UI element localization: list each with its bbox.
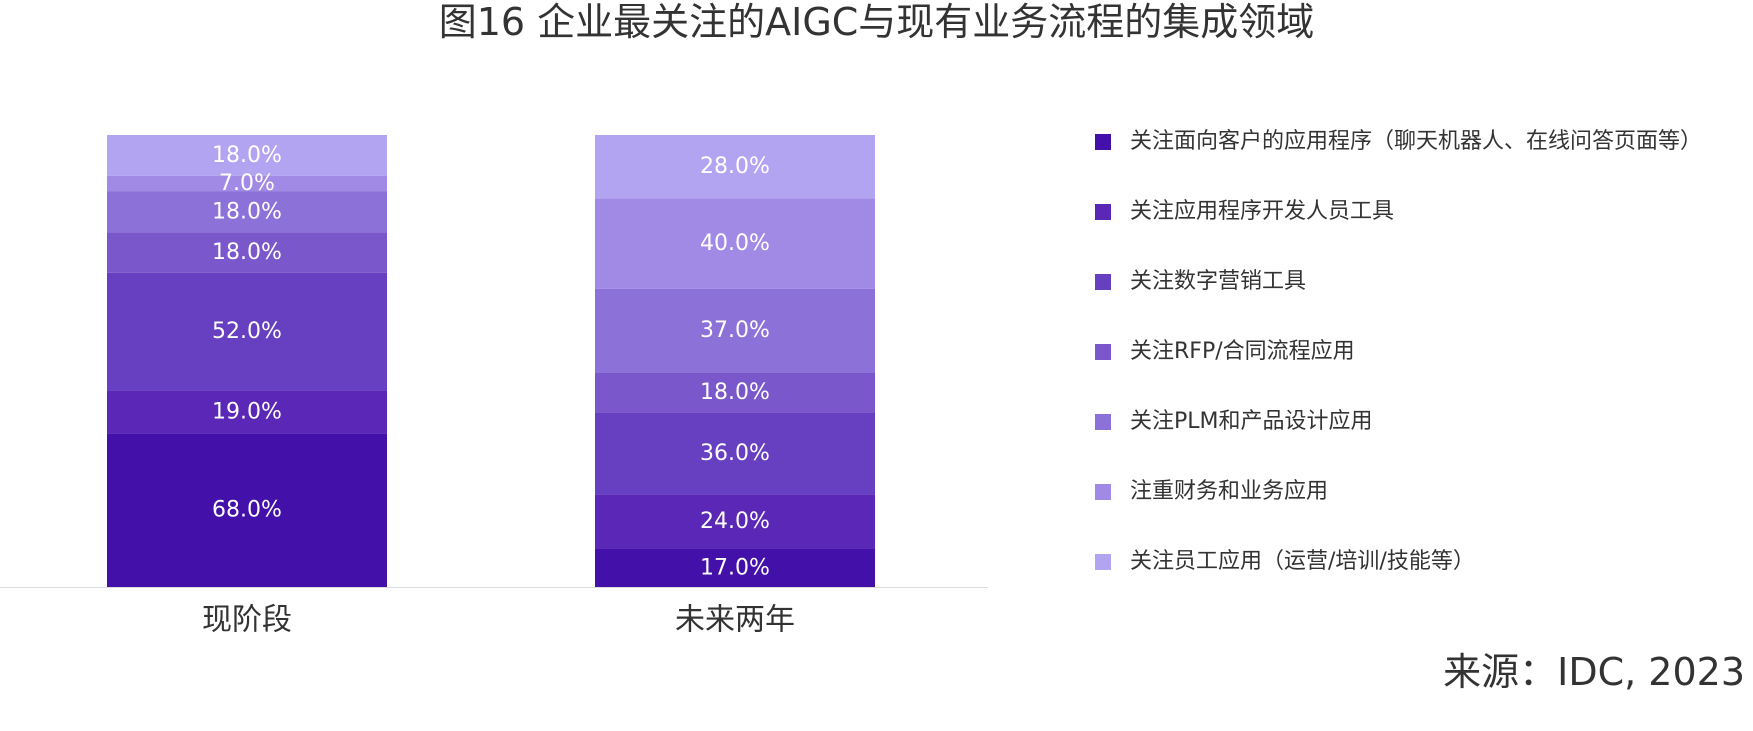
category-tick-label: 未来两年 <box>675 603 795 638</box>
bar-segment <box>595 288 875 373</box>
category-tick-label: 现阶段 <box>202 603 292 638</box>
legend-swatch <box>1095 134 1111 150</box>
chart-title: 图16 企业最关注的AIGC与现有业务流程的集成领域 <box>438 0 1315 44</box>
data-label: 24.0% <box>700 509 770 534</box>
data-label: 68.0% <box>212 498 282 523</box>
data-label: 18.0% <box>700 380 770 405</box>
data-label: 18.0% <box>212 199 282 224</box>
data-label: 40.0% <box>700 231 770 256</box>
bar-segment <box>107 272 387 391</box>
data-label: 36.0% <box>700 441 770 466</box>
data-label: 7.0% <box>219 171 275 196</box>
data-label: 18.0% <box>212 240 282 265</box>
legend-swatch <box>1095 414 1111 430</box>
legend-label: 关注应用程序开发人员工具 <box>1130 199 1395 224</box>
legend-label: 注重财务和业务应用 <box>1130 479 1329 504</box>
legend-swatch <box>1095 484 1111 500</box>
bar-segment <box>107 175 387 192</box>
legend-swatch <box>1095 274 1111 290</box>
legend-swatch <box>1095 344 1111 360</box>
bar-segment <box>107 390 387 434</box>
data-label: 28.0% <box>700 154 770 179</box>
bar-segment <box>107 433 387 587</box>
bar-segment <box>107 191 387 233</box>
legend-label: 关注RFP/合同流程应用 <box>1130 339 1355 364</box>
legend-label: 关注员工应用（运营/培训/技能等） <box>1130 549 1475 574</box>
bar-segment <box>595 548 875 587</box>
legend-swatch <box>1095 204 1111 220</box>
bar-segment <box>107 232 387 273</box>
bar-segment <box>595 198 875 289</box>
legend-label: 关注面向客户的应用程序（聊天机器人、在线问答页面等） <box>1130 129 1703 154</box>
bar-segment <box>595 412 875 495</box>
legend-label: 关注数字营销工具 <box>1130 269 1307 294</box>
source-note: 来源：IDC, 2023 <box>1443 650 1745 694</box>
data-label: 18.0% <box>212 143 282 168</box>
legend-label: 关注PLM和产品设计应用 <box>1130 409 1373 434</box>
data-label: 52.0% <box>212 319 282 344</box>
bar-segment <box>595 494 875 549</box>
data-label: 37.0% <box>700 318 770 343</box>
bar-segment <box>595 135 875 199</box>
data-label: 19.0% <box>212 399 282 424</box>
data-label: 17.0% <box>700 555 770 580</box>
legend-swatch <box>1095 554 1111 570</box>
bar-segment <box>107 135 387 176</box>
bar-segment <box>595 372 875 413</box>
